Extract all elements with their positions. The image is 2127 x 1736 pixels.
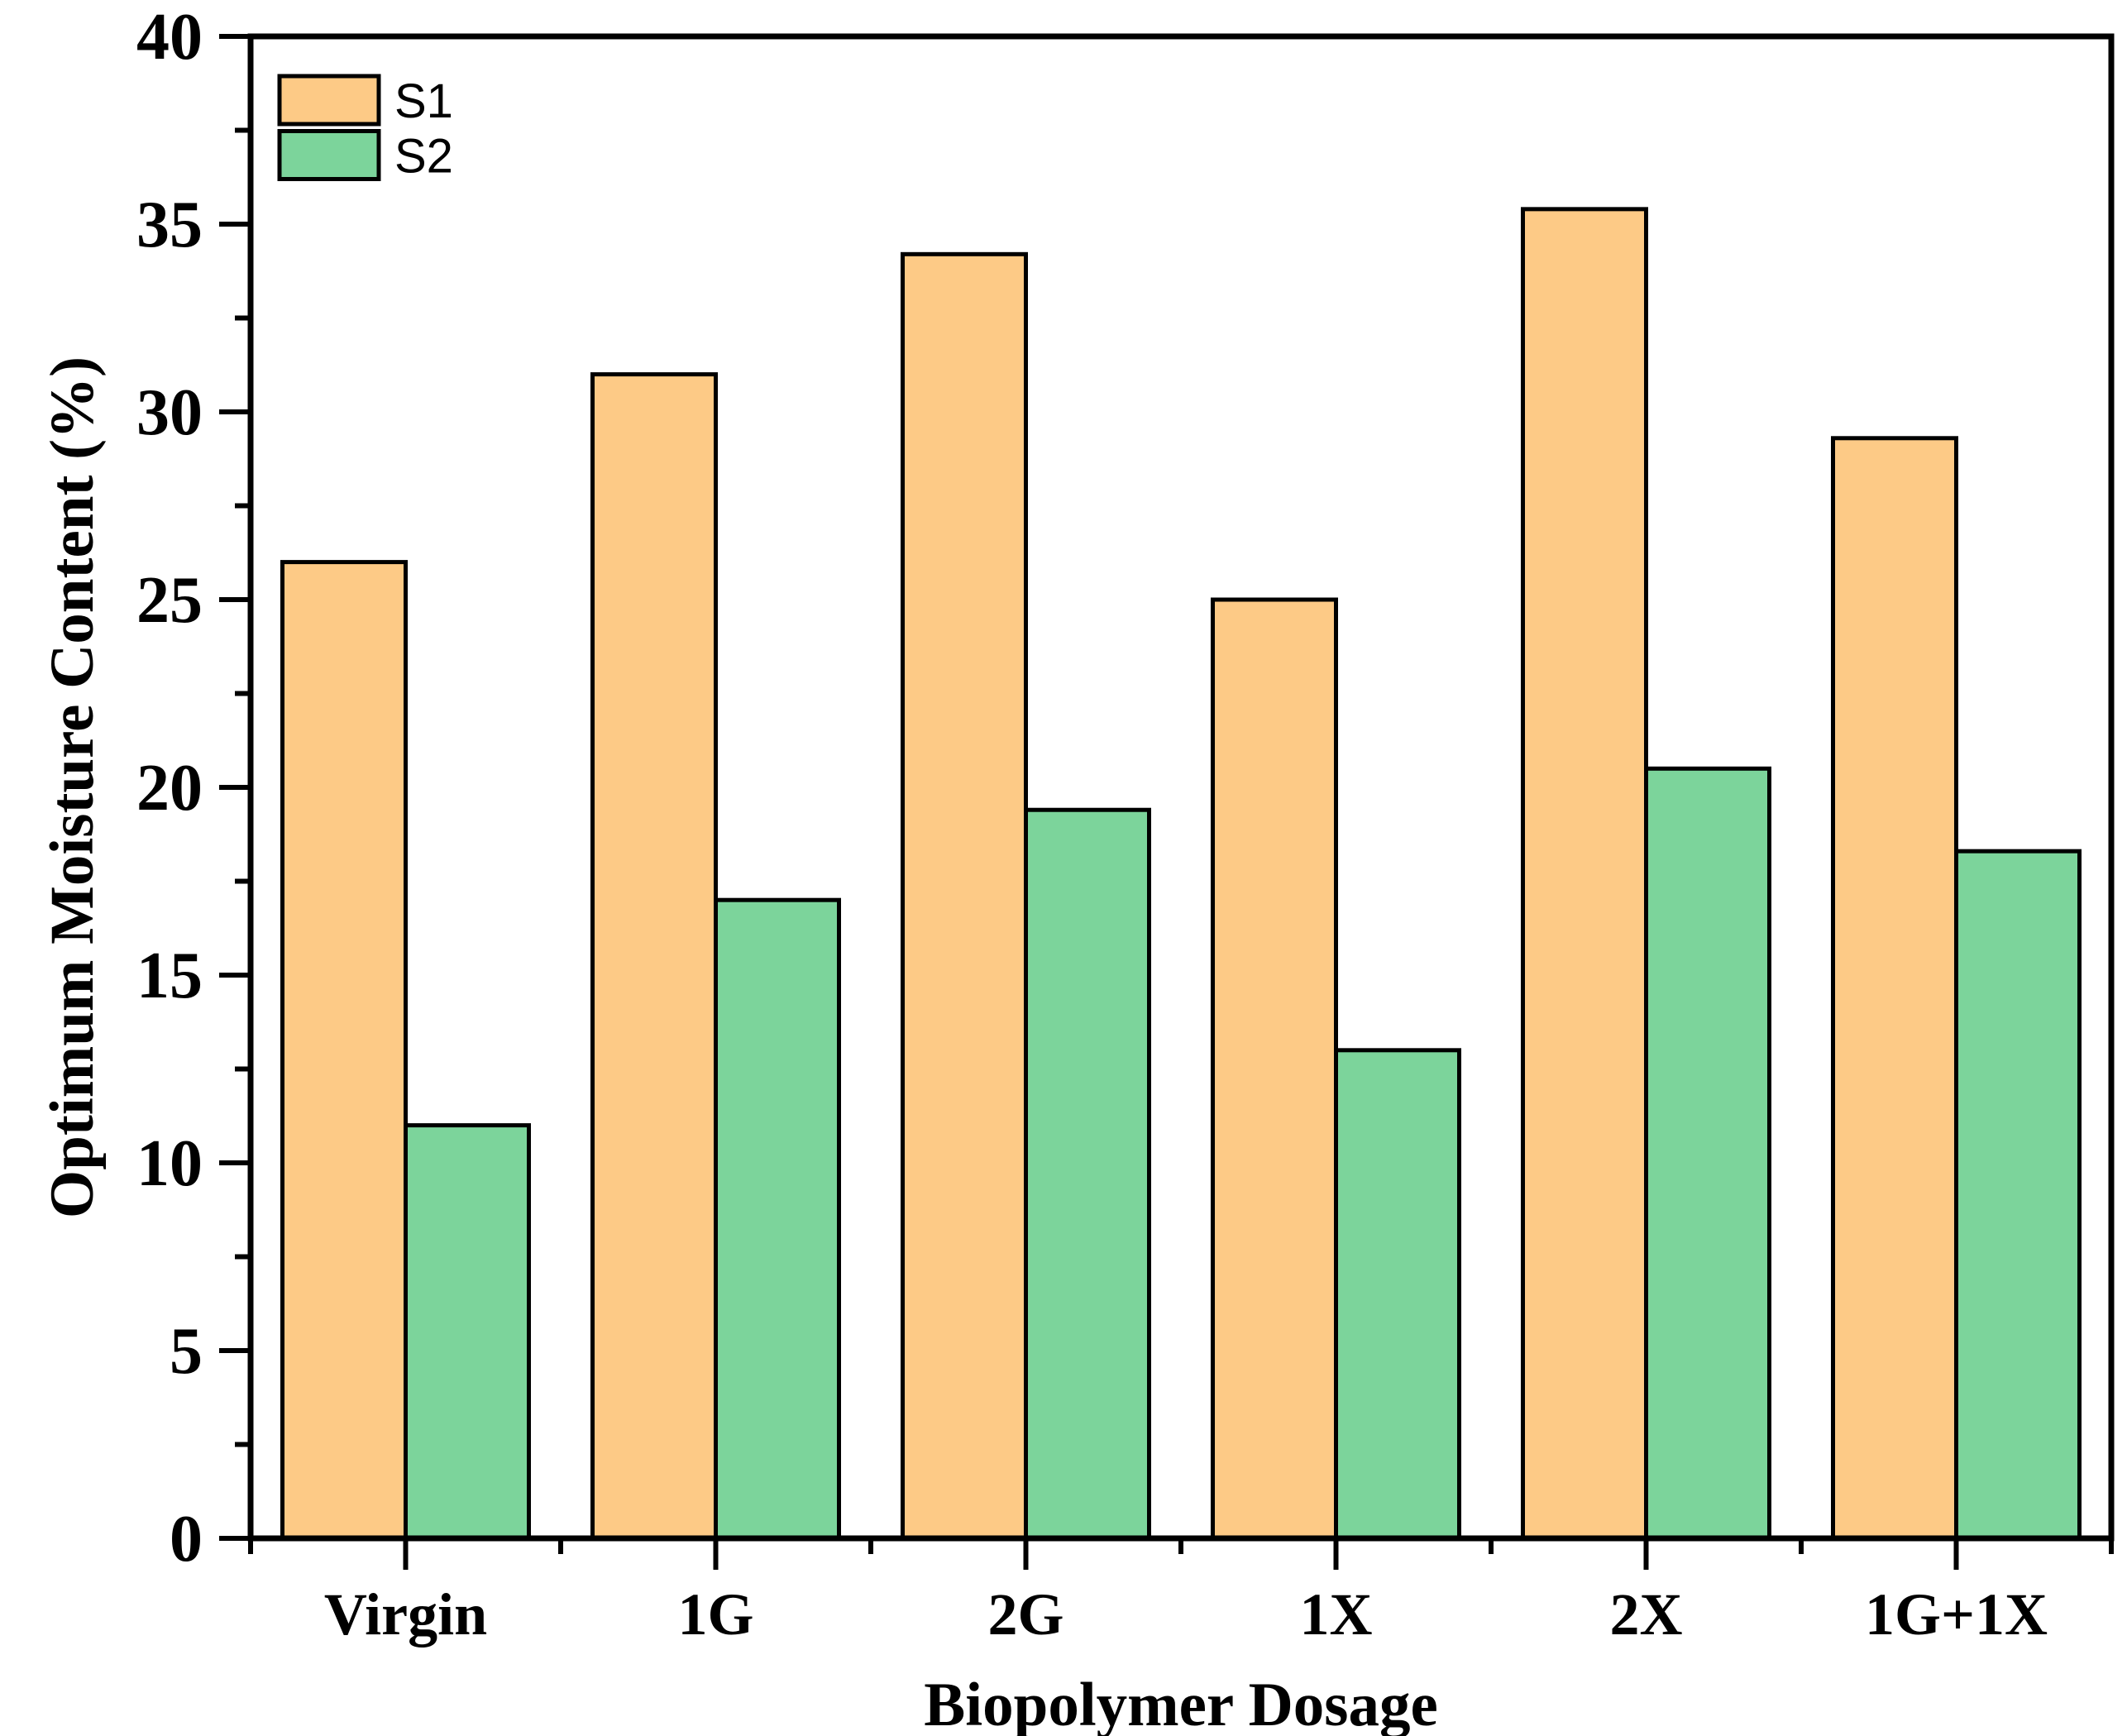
y-tick-label: 30	[136, 376, 203, 449]
legend-swatch-s1	[277, 74, 381, 127]
plot-frame	[247, 33, 2115, 1542]
y-tick-label: 35	[136, 189, 203, 261]
bar-s2-2x	[1644, 766, 1771, 1541]
bar-s1-1x	[1211, 597, 1338, 1541]
y-tick-label: 25	[136, 564, 203, 637]
plot-border	[247, 33, 2115, 1542]
y-tick-label: 5	[170, 1315, 203, 1388]
x-tick-label-1g+1x: 1G+1X	[1865, 1581, 2048, 1648]
y-tick-label: 0	[170, 1503, 203, 1576]
legend-label-s1: S1	[394, 74, 453, 128]
x-tick-label-virgin: Virgin	[324, 1581, 487, 1648]
legend-label-s2: S2	[394, 129, 453, 183]
bar-s2-1x	[1334, 1048, 1461, 1541]
bar-s1-1g+1x	[1831, 436, 1958, 1541]
bar-s1-virgin	[280, 560, 408, 1541]
bar-s2-1g+1x	[1954, 849, 2082, 1541]
bar-s1-2x	[1521, 207, 1648, 1541]
y-tick-label: 20	[136, 752, 203, 825]
y-tick-label: 40	[136, 1, 203, 74]
y-tick-label: 15	[136, 940, 203, 1012]
legend-swatch-s2	[277, 129, 381, 181]
y-tick-label: 10	[136, 1127, 203, 1200]
x-tick-label-1x: 1X	[1300, 1581, 1373, 1648]
x-tick-label-2x: 2X	[1610, 1581, 1683, 1648]
bar-s2-virgin	[404, 1123, 531, 1541]
bar-s2-1g	[714, 897, 841, 1541]
x-tick-label-1g: 1G	[677, 1581, 753, 1648]
bars-layer	[280, 207, 2082, 1541]
x-tick-label-2g: 2G	[987, 1581, 1064, 1648]
tick-labels-layer: 0 5 10 15 20 25 30 35 40 Virgin 1G 2G 1X 2X 1G+1X	[136, 1, 2048, 1648]
x-axis-title: Biopolymer Dosage	[924, 1671, 1438, 1736]
bar-s2-2g	[1024, 807, 1151, 1541]
y-axis-title: Optimum Moisture Content (%)	[38, 356, 107, 1218]
bar-s1-1g	[590, 372, 718, 1541]
bar-s1-2g	[901, 251, 1028, 1541]
